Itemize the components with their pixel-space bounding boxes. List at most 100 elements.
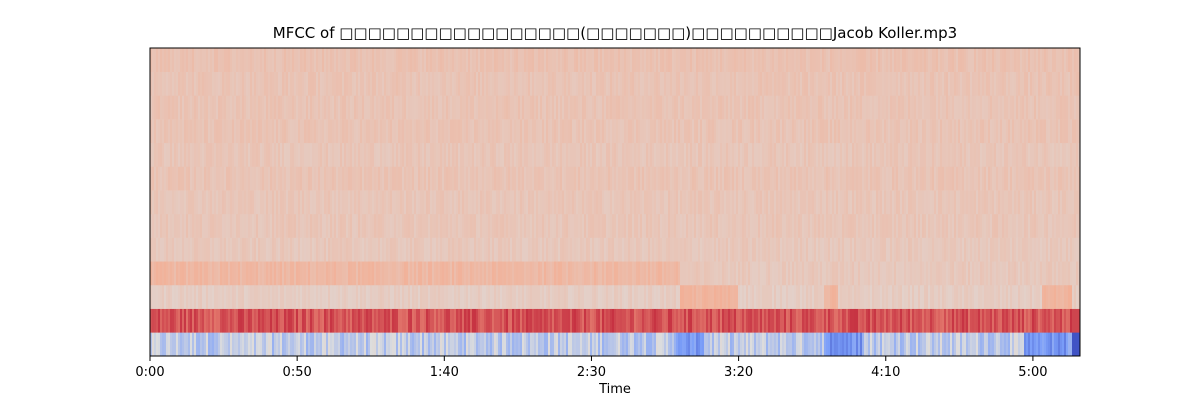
heatmap-cell	[592, 142, 595, 167]
heatmap-cell	[828, 142, 831, 167]
heatmap-cell	[848, 213, 851, 238]
heatmap-cell	[640, 332, 643, 357]
heatmap-cell	[282, 166, 285, 191]
heatmap-cell	[696, 142, 699, 167]
heatmap-cell	[976, 261, 979, 286]
heatmap-cell	[368, 284, 371, 309]
heatmap-cell	[576, 95, 579, 120]
heatmap-cell	[584, 213, 587, 238]
heatmap-cell	[776, 95, 779, 120]
heatmap-cell	[636, 166, 639, 191]
heatmap-cell	[154, 142, 157, 167]
heatmap-cell	[298, 166, 301, 191]
heatmap-cell	[430, 142, 433, 167]
heatmap-cell	[306, 237, 309, 262]
heatmap-cell	[152, 308, 155, 333]
heatmap-cell	[860, 190, 863, 215]
heatmap-cell	[688, 237, 691, 262]
heatmap-cell	[832, 284, 835, 309]
heatmap-cell	[560, 308, 563, 333]
heatmap-cell	[280, 332, 283, 357]
heatmap-cell	[764, 261, 767, 286]
heatmap-cell	[246, 237, 249, 262]
heatmap-cell	[530, 284, 533, 309]
heatmap-cell	[884, 190, 887, 215]
heatmap-cell	[986, 237, 989, 262]
heatmap-cell	[574, 119, 577, 144]
heatmap-cell	[654, 213, 657, 238]
heatmap-cell	[164, 95, 167, 120]
heatmap-cell	[552, 166, 555, 191]
heatmap-cell	[546, 190, 549, 215]
heatmap-cell	[344, 284, 347, 309]
heatmap-cell	[650, 237, 653, 262]
heatmap-cell	[532, 213, 535, 238]
heatmap-cell	[1078, 119, 1081, 144]
heatmap-cell	[644, 213, 647, 238]
heatmap-cell	[1050, 166, 1053, 191]
heatmap-cell	[192, 284, 195, 309]
heatmap-cell	[522, 190, 525, 215]
heatmap-cell	[160, 142, 163, 167]
heatmap-cell	[888, 332, 891, 357]
heatmap-cell	[580, 142, 583, 167]
heatmap-cell	[992, 308, 995, 333]
heatmap-cell	[972, 142, 975, 167]
heatmap-cell	[1050, 142, 1053, 167]
heatmap-cell	[930, 284, 933, 309]
heatmap-cell	[360, 119, 363, 144]
heatmap-cell	[384, 190, 387, 215]
heatmap-cell	[234, 119, 237, 144]
heatmap-cell	[844, 166, 847, 191]
heatmap-cell	[808, 119, 811, 144]
heatmap-cell	[706, 332, 709, 357]
heatmap-cell	[554, 308, 557, 333]
heatmap-cell	[414, 213, 417, 238]
heatmap-cell	[232, 166, 235, 191]
heatmap-cell	[1008, 119, 1011, 144]
heatmap-cell	[670, 190, 673, 215]
heatmap-cell	[568, 213, 571, 238]
heatmap-cell	[1006, 119, 1009, 144]
heatmap-cell	[626, 166, 629, 191]
heatmap-cell	[552, 308, 555, 333]
heatmap-cell	[396, 308, 399, 333]
heatmap-cell	[1012, 190, 1015, 215]
heatmap-cell	[416, 261, 419, 286]
heatmap-cell	[212, 237, 215, 262]
heatmap-cell	[514, 142, 517, 167]
heatmap-cell	[248, 119, 251, 144]
heatmap-cell	[286, 166, 289, 191]
heatmap-cell	[742, 284, 745, 309]
heatmap-cell	[982, 119, 985, 144]
heatmap-cell	[670, 213, 673, 238]
heatmap-cell	[912, 119, 915, 144]
heatmap-cell	[572, 332, 575, 357]
heatmap-cell	[638, 213, 641, 238]
heatmap-cell	[670, 308, 673, 333]
heatmap-cell	[154, 166, 157, 191]
heatmap-cell	[360, 284, 363, 309]
heatmap-cell	[518, 95, 521, 120]
heatmap-cell	[800, 95, 803, 120]
heatmap-cell	[1054, 119, 1057, 144]
heatmap-cell	[620, 308, 623, 333]
heatmap-cell	[900, 332, 903, 357]
heatmap-cell	[160, 261, 163, 286]
heatmap-cell	[558, 332, 561, 357]
heatmap-cell	[274, 261, 277, 286]
heatmap-cell	[512, 213, 515, 238]
heatmap-cell	[722, 190, 725, 215]
heatmap-cell	[530, 166, 533, 191]
heatmap-cell	[406, 166, 409, 191]
heatmap-cell	[398, 190, 401, 215]
heatmap-cell	[174, 166, 177, 191]
heatmap-cell	[744, 213, 747, 238]
heatmap-cell	[776, 142, 779, 167]
heatmap-cell	[1046, 190, 1049, 215]
heatmap-cell	[326, 237, 329, 262]
heatmap-cell	[614, 308, 617, 333]
heatmap-cell	[500, 190, 503, 215]
heatmap-cell	[516, 332, 519, 357]
heatmap-cell	[248, 332, 251, 357]
